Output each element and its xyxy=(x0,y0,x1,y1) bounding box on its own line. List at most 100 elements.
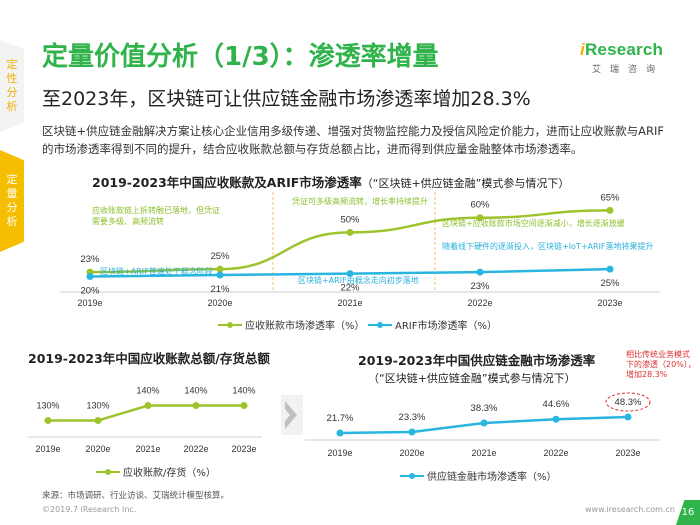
logo-wordmark: iResearch xyxy=(580,40,670,60)
chart2-legend: 应收账款/存货（%） xyxy=(96,464,216,479)
logo-i: i xyxy=(580,40,585,59)
page-title: 定量价值分析（1/3）：渗透率增量 xyxy=(42,42,439,72)
annotation-line: 凭证可多级高频流转，增长率持续提升 xyxy=(292,197,428,206)
x-tick-label: 2022e xyxy=(467,298,492,308)
data-point-arif xyxy=(86,273,94,281)
data-point-arif xyxy=(606,265,614,273)
side-tab-char: 分 xyxy=(6,86,18,99)
chevron-right-icon xyxy=(285,401,297,429)
chart1-title: 2019-2023年中国应收账款及ARIF市场渗透率（“区块链+供应链金融”模式… xyxy=(92,172,569,191)
data-label-supply-chain: 38.3% xyxy=(471,403,498,414)
copyright: ©2019.7 iResearch Inc. xyxy=(42,505,137,514)
data-label-arif: 22% xyxy=(340,283,360,294)
data-point-ratio xyxy=(44,417,52,424)
data-point-ratio xyxy=(240,402,248,409)
increase-note: 相比传统业务模式 下的渗透（20%）， 增加28.3% xyxy=(626,350,696,380)
legend-label: 供应链金融市场渗透率（%） xyxy=(427,472,557,483)
annotation-green-1: 应收账款链上拆转融已落地，但凭证 需要多级、高频流转 xyxy=(92,205,220,227)
side-tab-qualitative[interactable]: 定 性 分 析 xyxy=(0,40,24,132)
data-point-arif xyxy=(476,268,484,276)
data-label-arif: 25% xyxy=(600,278,620,289)
source-note: 来源：市场调研、行业访谈、艾瑞统计模型核算。 xyxy=(42,491,230,501)
data-point-ratio xyxy=(192,402,200,409)
legend-line-marker xyxy=(96,467,120,477)
chart1-title-paren: （“区块链+供应链金融”模式参与情况下） xyxy=(361,177,570,190)
legend-label: ARIF市场渗透率（%） xyxy=(395,321,497,332)
side-tab-char: 析 xyxy=(6,100,18,113)
side-tab-char: 性 xyxy=(6,72,18,85)
data-label-supply-chain: 23.3% xyxy=(399,412,426,423)
iresearch-logo: iResearch 艾瑞咨询 xyxy=(580,40,670,75)
x-tick-label: 2020e xyxy=(85,444,110,454)
data-label-receivables: 65% xyxy=(600,192,620,203)
data-point-supply-chain xyxy=(480,419,488,427)
x-tick-label: 2020e xyxy=(399,448,424,458)
legend-label: 应收账款市场渗透率（%） xyxy=(245,321,365,332)
annotation-blue-1: 区块链+ARIF普遍处于概念阶段 xyxy=(100,266,213,277)
note-line: 增加28.3% xyxy=(626,370,668,379)
annotation-line: 需要多级、高频流转 xyxy=(92,217,164,226)
x-tick-label: 2023e xyxy=(231,444,256,454)
x-tick-label: 2021e xyxy=(337,298,362,308)
chart3-subtitle: （“区块链+供应链金融”模式参与情况下） xyxy=(368,372,576,385)
annotation-line: 区块链+ARIF由概念走向初步落地 xyxy=(298,276,419,285)
note-line: 相比传统业务模式 xyxy=(626,350,690,359)
side-tab-char: 定 xyxy=(6,58,18,71)
side-tab-char: 量 xyxy=(6,187,18,200)
x-tick-label: 2023e xyxy=(597,298,622,308)
data-label-ratio: 140% xyxy=(232,386,255,396)
annotation-blue-2: 区块链+ARIF由概念走向初步落地 xyxy=(298,275,419,286)
chart1-title-text: 2019-2023年中国应收账款及ARIF市场渗透率 xyxy=(92,175,362,190)
data-label-receivables: 23% xyxy=(80,254,100,265)
data-point-supply-chain xyxy=(336,429,344,437)
chart3-legend: 供应链金融市场渗透率（%） xyxy=(400,468,557,483)
data-point-receivables xyxy=(606,206,614,214)
highlight-ellipse xyxy=(605,392,651,412)
data-label-receivables: 50% xyxy=(340,214,360,225)
annotation-blue-3: 随着线下硬件的逐渐投入，区块链+IoT+ARIF落地将果提升 xyxy=(442,241,654,252)
data-point-arif xyxy=(346,270,354,278)
data-point-receivables xyxy=(216,265,224,273)
description: 区块链+供应链金融解决方案让核心企业信用多级传递、增强对货物监控能力及授信风险定… xyxy=(42,124,664,156)
data-label-supply-chain: 44.6% xyxy=(543,399,570,410)
annotation-line: 随着线下硬件的逐渐投入，区块链+IoT+ARIF落地将果提升 xyxy=(442,242,654,251)
annotation-line: 区块链+应收账款市场空间逐渐减小，增长逐渐放缓 xyxy=(442,219,625,228)
website-link[interactable]: www.iresearch.com.cn xyxy=(585,505,675,514)
data-label-arif: 20% xyxy=(80,286,100,297)
x-tick-label: 2021e xyxy=(135,444,160,454)
data-label-arif: 21% xyxy=(210,284,230,295)
data-label-arif: 23% xyxy=(470,281,490,292)
transition-arrow xyxy=(281,395,303,435)
chart3-title: 2019-2023年中国供应链金融市场渗透率 xyxy=(358,353,596,368)
data-point-supply-chain xyxy=(552,415,560,423)
side-tab-char: 析 xyxy=(6,215,18,228)
logo-research: Research xyxy=(584,40,664,59)
data-point-arif xyxy=(216,271,224,279)
data-point-receivables xyxy=(346,228,354,236)
x-tick-label: 2023e xyxy=(615,448,640,458)
x-tick-label: 2020e xyxy=(207,298,232,308)
data-point-supply-chain xyxy=(408,428,416,436)
data-point-supply-chain xyxy=(624,413,632,421)
chart2-title: 2019-2023年中国应收账款总额/存货总额 xyxy=(28,351,270,366)
note-line: 下的渗透（20%）， xyxy=(626,360,696,369)
data-label-ratio: 140% xyxy=(136,386,159,396)
annotation-green-2: 凭证可多级高频流转，增长率持续提升 xyxy=(292,196,428,207)
side-tab-quantitative[interactable]: 定 量 分 析 xyxy=(0,150,24,252)
data-label-ratio: 130% xyxy=(86,401,109,411)
x-tick-label: 2019e xyxy=(327,448,352,458)
legend-line-marker xyxy=(400,471,424,481)
annotation-line: 区块链+ARIF普遍处于概念阶段 xyxy=(100,267,213,276)
legend-label: 应收账款/存货（%） xyxy=(123,468,216,479)
x-tick-label: 2022e xyxy=(183,444,208,454)
side-tab-char: 分 xyxy=(6,201,18,214)
x-tick-label: 2022e xyxy=(543,448,568,458)
annotation-line: 应收账款链上拆转融已落地，但凭证 xyxy=(92,206,220,215)
logo-subtitle: 艾瑞咨询 xyxy=(592,65,665,75)
data-label-receivables: 60% xyxy=(470,200,490,211)
side-tab-char: 定 xyxy=(6,173,18,186)
data-label-supply-chain: 48.3% xyxy=(615,397,642,408)
data-point-ratio xyxy=(144,402,152,409)
x-tick-label: 2019e xyxy=(77,298,102,308)
